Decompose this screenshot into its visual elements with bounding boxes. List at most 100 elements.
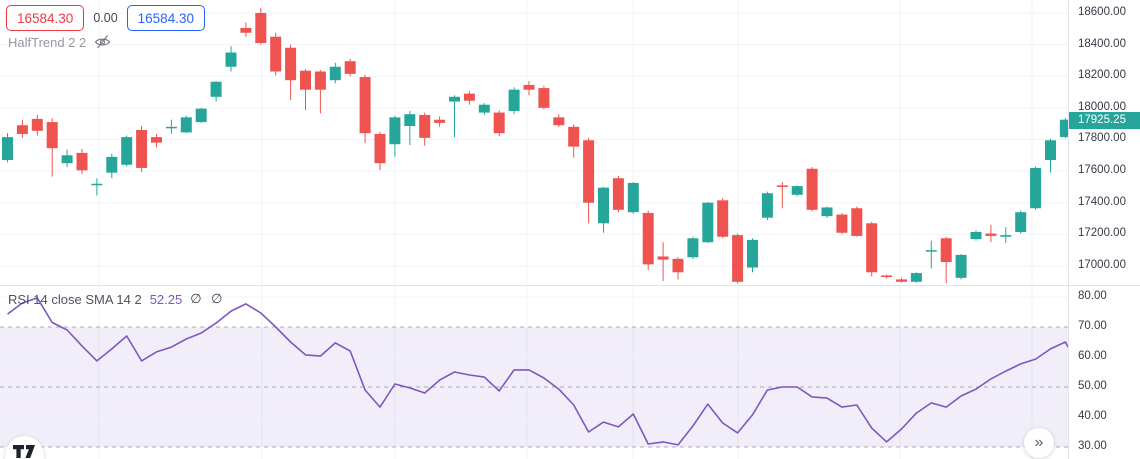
rsi-line [7, 297, 1068, 446]
candle [776, 182, 788, 209]
tradingview-logo[interactable] [5, 436, 44, 459]
candle [791, 185, 803, 197]
candle [806, 167, 818, 212]
candle [449, 95, 460, 138]
candle [553, 114, 565, 127]
candle [896, 277, 907, 283]
candle [121, 135, 133, 167]
candle [419, 112, 431, 146]
candle [747, 238, 758, 273]
candle [76, 148, 88, 175]
indicator-value-row: 16584.30 0.00 16584.30 [6, 5, 205, 31]
candle [2, 133, 13, 163]
candle [642, 210, 654, 270]
rsi-grid [0, 296, 1068, 448]
halftrend-change-value: 0.00 [93, 11, 118, 25]
tradingview-logo-glyph [13, 445, 35, 458]
candle [687, 236, 699, 259]
candle [612, 175, 624, 213]
candle [657, 242, 669, 281]
price-axis-label: 17200.00 [1078, 227, 1126, 240]
candle [910, 272, 922, 283]
price-axis[interactable]: 17925.25 18600.00 18400.00 18200.00 18000.0… [1068, 0, 1140, 459]
candle [1059, 118, 1068, 138]
eye-off-icon[interactable] [94, 34, 111, 50]
price-axis-label: 17400.00 [1078, 195, 1126, 208]
price-axis-label: 17000.00 [1078, 258, 1126, 271]
candle [165, 119, 177, 134]
price-axis-label: 18200.00 [1078, 69, 1126, 82]
candle [538, 85, 550, 110]
candle [91, 178, 103, 196]
candle [434, 116, 446, 127]
rsi-axis-label: 50.00 [1078, 380, 1107, 392]
rsi-value: 52.25 [149, 291, 183, 307]
candle [568, 124, 580, 158]
halftrend-buy-label: 16584.30 [126, 5, 205, 31]
price-axis-label: 18600.00 [1078, 6, 1126, 18]
candle [151, 133, 162, 148]
rsi-axis-label: 40.00 [1078, 410, 1107, 422]
candle [240, 22, 252, 37]
candle [136, 126, 148, 172]
halftrend-sell-label: 16584.30 [6, 5, 85, 31]
candle [225, 46, 237, 72]
candle [970, 230, 982, 241]
candle [598, 186, 609, 233]
candle [583, 137, 595, 224]
rsi-sma-empty-values: ∅ ∅ [190, 291, 226, 306]
candle [210, 80, 222, 102]
candle [404, 111, 416, 146]
candle [925, 240, 937, 269]
candle [851, 206, 863, 237]
candle [300, 69, 311, 111]
halftrend-title[interactable]: HalfTrend 2 2 [8, 34, 87, 50]
candle [285, 44, 297, 100]
candle [1015, 210, 1027, 234]
last-price-badge: 17925.25 [1069, 111, 1140, 129]
candle [523, 80, 535, 96]
candles [2, 8, 1068, 284]
price-axis-label: 18000.00 [1078, 100, 1126, 113]
candle [940, 236, 952, 284]
candle [881, 274, 893, 279]
candle [508, 87, 520, 115]
candle [717, 197, 729, 239]
candle [985, 224, 997, 243]
price-axis-label: 18400.00 [1078, 37, 1126, 50]
candle [702, 201, 714, 244]
price-axis-label: 17800.00 [1078, 132, 1126, 145]
candle [195, 107, 207, 123]
candle [955, 254, 967, 280]
rsi-axis-label: 30.00 [1078, 440, 1107, 452]
rsi-axis-label: 70.00 [1078, 320, 1107, 332]
rsi-legend: RSI 14 close SMA 14 2 52.25 ∅ ∅ [8, 291, 226, 307]
rsi-axis-label: 80.00 [1078, 290, 1107, 302]
halftrend-legend[interactable]: HalfTrend 2 2 [8, 34, 111, 50]
rsi-title[interactable]: RSI 14 close SMA 14 2 [8, 291, 142, 307]
candle [270, 32, 282, 76]
candle [463, 91, 475, 105]
candle [866, 221, 878, 277]
candle [836, 212, 848, 235]
candle [344, 58, 356, 77]
collapse-panel-button[interactable]: » [1024, 428, 1054, 458]
candle [314, 69, 326, 114]
candle [672, 257, 684, 280]
grid-lines [0, 0, 1068, 459]
candle [1000, 227, 1012, 244]
candle [46, 118, 58, 177]
pane-divider[interactable] [0, 285, 1140, 286]
price-axis-label: 17600.00 [1078, 164, 1126, 177]
candle [61, 149, 73, 168]
candle [1045, 138, 1056, 173]
candle [374, 131, 386, 171]
candle [329, 62, 341, 84]
candle [1030, 166, 1042, 210]
candle [180, 115, 192, 134]
candle [255, 8, 267, 45]
chart-canvas[interactable] [0, 0, 1068, 459]
candle [761, 191, 773, 221]
candle [821, 206, 833, 218]
